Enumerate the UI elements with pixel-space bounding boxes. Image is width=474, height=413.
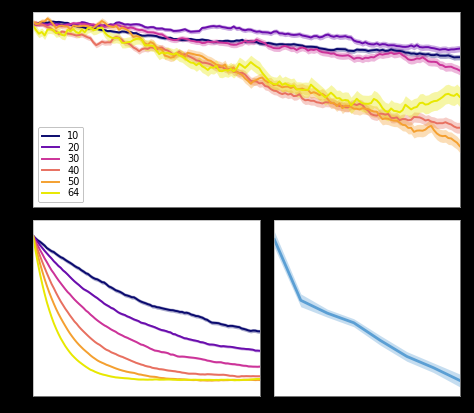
Legend: 10, 20, 30, 40, 50, 64: 10, 20, 30, 40, 50, 64 — [38, 127, 83, 202]
